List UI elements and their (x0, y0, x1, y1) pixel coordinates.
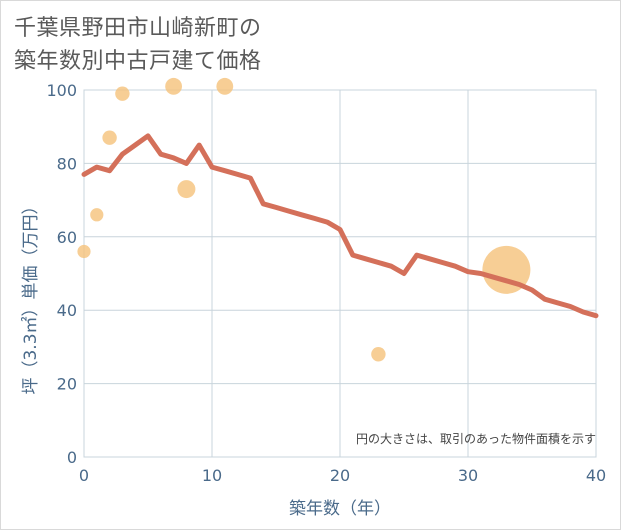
x-tick-label: 30 (458, 466, 478, 485)
bubble-point (177, 180, 196, 199)
y-tick-label: 60 (57, 228, 77, 247)
y-tick-label: 0 (67, 448, 77, 467)
x-tick-label: 10 (202, 466, 222, 485)
chart-title-line-1: 千葉県野田市山崎新町の (14, 16, 262, 41)
y-axis-label: 坪（3.3㎡）単価（万円） (21, 197, 41, 394)
x-axis-label: 築年数（年） (289, 499, 391, 519)
y-tick-label: 40 (57, 301, 77, 320)
y-tick-label: 20 (57, 375, 77, 394)
chart-title-line-2: 築年数別中古戸建て価格 (14, 49, 262, 74)
bubble-size-note: 円の大きさは、取引のあった物件面積を示す (356, 431, 596, 446)
x-tick-label: 20 (330, 466, 350, 485)
bubble-point (77, 244, 91, 259)
x-tick-label: 40 (586, 466, 606, 485)
x-tick-label: 0 (79, 466, 89, 485)
bubble-point (102, 130, 117, 145)
bubble-point (371, 347, 386, 362)
chart-title: 千葉県野田市山崎新町の 築年数別中古戸建て価格 (14, 12, 262, 78)
bubble-point (90, 208, 104, 222)
bubble-point (115, 86, 130, 101)
y-tick-labels: 0 20 40 60 80 100 (46, 81, 77, 467)
x-tick-labels: 0 10 20 30 40 (79, 466, 606, 485)
bubble-point (165, 77, 183, 95)
y-tick-label: 100 (46, 81, 77, 100)
price-trend-line (81, 133, 599, 319)
bubble-point (216, 77, 234, 95)
y-tick-label: 80 (57, 154, 77, 173)
line-layer (81, 133, 599, 319)
